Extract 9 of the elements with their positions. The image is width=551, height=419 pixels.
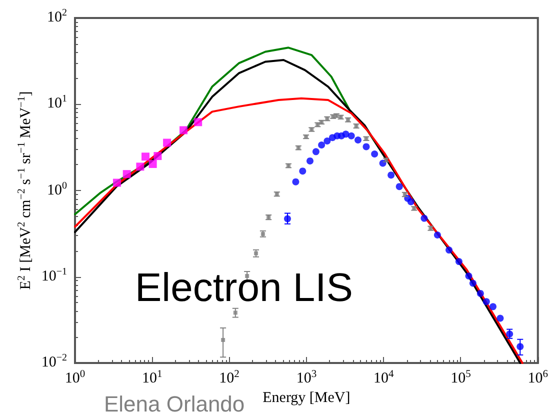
y-tick-label: 10$^{0}$ bbox=[47, 180, 67, 198]
y-tick-label: 10$^{1}$ bbox=[47, 94, 67, 112]
text: E2 I [MeV2 cm−2 s−1 sr−1 MeV−1] bbox=[16, 91, 34, 290]
x-axis-title: Energy [MeV] bbox=[262, 390, 350, 406]
annotation: Electron LIS bbox=[135, 266, 353, 310]
text: Elena Orlando bbox=[104, 392, 245, 416]
y-tick-label: 10$^{−2}$ bbox=[41, 352, 67, 370]
y-tick-label: 10$^{−1}$ bbox=[41, 266, 67, 284]
y-tick-label: 10$^{2}$ bbox=[47, 8, 67, 26]
